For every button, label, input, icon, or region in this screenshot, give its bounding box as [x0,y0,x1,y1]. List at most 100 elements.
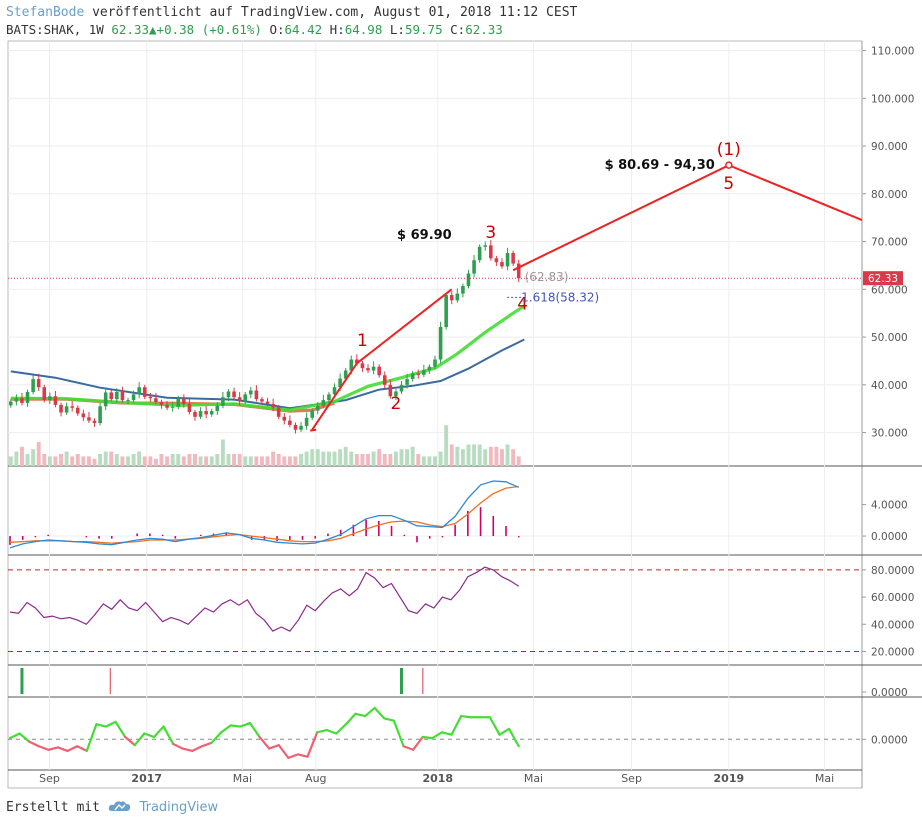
volume-bar [14,451,19,466]
candle-body [92,420,97,424]
candle [64,402,69,415]
candle [466,269,471,289]
candle [98,402,102,426]
candle [70,401,74,412]
price-tick-label: 90.000 [871,141,908,153]
volume-bar [494,446,499,466]
oscillator-segment [364,706,376,718]
oscillator-segment [66,745,79,753]
oscillator-segment [124,735,136,747]
candle [477,244,482,263]
candle-body [343,370,348,379]
volume-bar [310,449,315,466]
candle [293,422,298,434]
candle [53,391,58,408]
candle [31,375,35,395]
candle [9,399,13,408]
candle [232,387,236,400]
volume-bar [70,456,75,466]
elliott-wave-label: 2 [391,394,402,414]
candle [511,250,515,266]
elliott-wave-label: 1 [357,331,368,351]
elliott-wave-label: 3 [485,223,496,243]
oscillator-segment [392,719,405,748]
volume-bar [287,456,292,466]
candle-body [209,411,214,415]
volume-bar [326,451,331,466]
candle-body [42,387,47,401]
volume-bar [388,454,393,466]
candle [59,402,63,417]
volume-bar [500,449,504,466]
volume-bar [92,458,97,466]
candle [483,241,488,251]
candle-body [500,262,504,267]
candle-body [198,411,203,417]
candle-body [215,405,220,412]
candle-body [483,245,488,247]
candle-body [109,392,114,400]
volume-bar [393,451,398,466]
retracement-level-label: (62.83) [525,270,569,284]
candle-body [98,406,102,424]
oscillator-segment [296,753,309,758]
candle-body [394,391,398,397]
volume-bar [377,449,382,466]
oscillator-segment [76,745,88,753]
candle-body [20,398,24,403]
candle-body [416,373,421,375]
candle-body [265,401,270,404]
volume-bar [349,451,354,466]
candle-body [137,387,141,395]
candle-body [176,398,181,407]
candle [182,394,186,408]
author-name[interactable]: StefanBode [6,5,85,20]
candle [193,409,197,421]
x-tick-label: Mai [233,772,252,785]
oscillator-segment [191,745,204,753]
candle [304,412,309,430]
oscillator-segment [85,723,98,753]
volume-bar [153,458,158,466]
volume-bar [137,451,142,466]
candle-body [131,394,136,401]
oscillator-segment [383,717,396,722]
volume-bar [382,454,387,466]
indicator-tick-label: 40.0000 [871,619,914,631]
oscillator-segment [402,745,415,751]
elliott-wave-label: 5 [723,174,734,194]
indicator-tick-label: 20.0000 [871,646,914,658]
candle [25,389,30,407]
volume-bar [226,454,231,466]
candle [159,399,164,409]
tradingview-link[interactable]: TradingView [139,800,219,815]
moving-average-green [10,304,526,412]
oscillator-segment [8,732,21,740]
candle [154,392,158,405]
candle [198,407,203,420]
last-price: 62.33 [111,22,150,37]
open-value: 64.42 [284,22,323,37]
oscillator-segment [498,727,511,736]
candle [142,384,147,400]
candle-body [455,293,460,301]
candle [366,364,370,373]
volume-bar [109,451,114,466]
volume-bar [187,454,192,466]
candle [48,392,52,404]
volume-bar [421,456,426,466]
candle [472,254,476,278]
oscillator-segment [56,746,69,753]
candle-body [75,407,80,414]
candle [427,364,432,374]
fibonacci-level-label: 1.618(58.32) [521,290,599,304]
candle-body [388,384,393,397]
volume-bar [59,454,63,466]
volume-bar [243,456,248,466]
open-label: O: [269,22,285,37]
candle-body [444,295,448,328]
oscillator-segment [229,724,242,728]
candle-body [120,391,125,401]
candle-body [148,396,153,399]
